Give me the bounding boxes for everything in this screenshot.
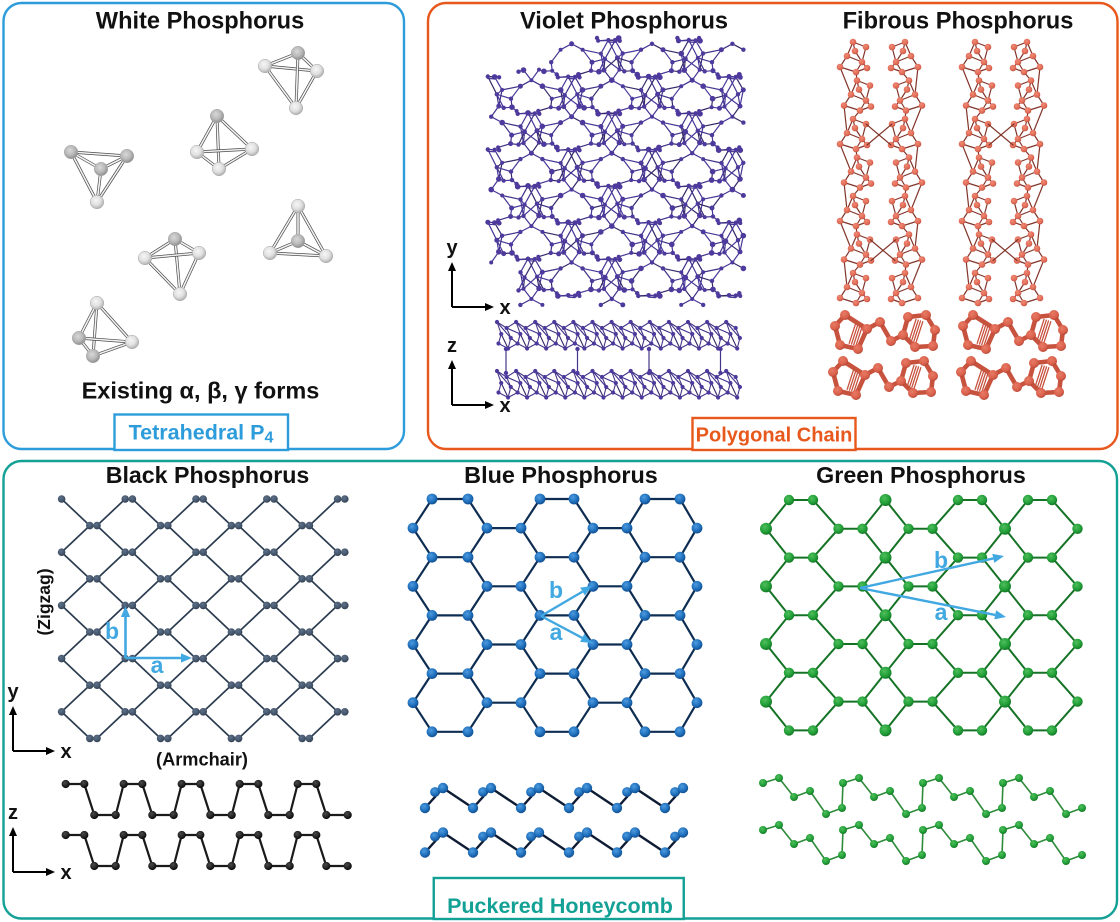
svg-text:(Zigzag): (Zigzag) — [34, 568, 54, 635]
svg-text:x: x — [499, 395, 510, 417]
svg-text:a: a — [935, 599, 948, 625]
svg-text:Black Phosphorus: Black Phosphorus — [106, 462, 310, 488]
svg-text:y: y — [7, 681, 19, 703]
svg-text:Green Phosphorus: Green Phosphorus — [816, 462, 1026, 488]
svg-text:b: b — [934, 547, 948, 573]
svg-text:x: x — [60, 741, 71, 763]
svg-text:a: a — [550, 619, 563, 645]
svg-text:Violet Phosphorus: Violet Phosphorus — [520, 9, 728, 35]
svg-text:Existing α, β, γ forms: Existing α, β, γ forms — [82, 378, 320, 404]
svg-text:Fibrous Phosphorus: Fibrous Phosphorus — [843, 9, 1074, 35]
svg-text:Polygonal Chain: Polygonal Chain — [696, 425, 853, 447]
svg-text:b: b — [549, 577, 563, 603]
svg-text:b: b — [105, 618, 119, 644]
svg-text:White Phosphorus: White Phosphorus — [96, 9, 304, 35]
svg-text:Blue Phosphorus: Blue Phosphorus — [464, 462, 658, 488]
svg-text:z: z — [447, 335, 457, 357]
svg-text:y: y — [446, 237, 458, 259]
svg-text:x: x — [499, 297, 510, 319]
svg-text:x: x — [60, 862, 71, 884]
svg-text:(Armchair): (Armchair) — [156, 750, 248, 770]
svg-text:Puckered Honeycomb: Puckered Honeycomb — [447, 894, 673, 918]
svg-text:a: a — [151, 652, 164, 678]
svg-text:z: z — [8, 802, 18, 824]
svg-text:Tetrahedral P4: Tetrahedral P4 — [129, 421, 274, 447]
